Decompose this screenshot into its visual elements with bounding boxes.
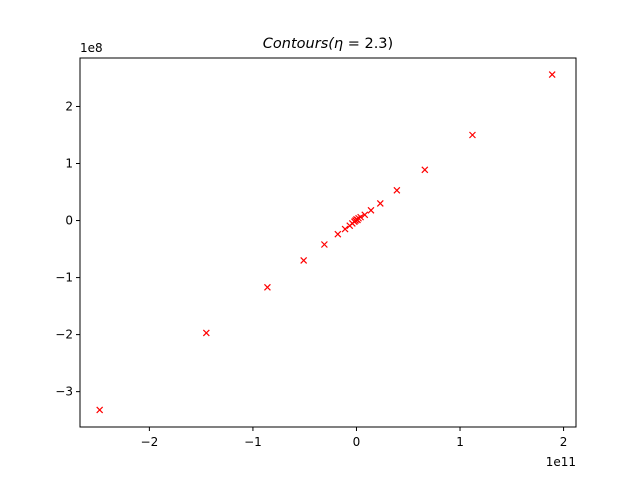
data-point-marker [341, 225, 349, 233]
x-offset-text: 1e11 [546, 455, 576, 469]
x-tick-label: −1 [244, 435, 262, 449]
data-point-marker [393, 186, 401, 194]
data-point-marker [202, 329, 210, 337]
chart-title: Contours(η = 2.3) [263, 36, 393, 52]
data-point-marker [334, 230, 342, 238]
chart-title-rest: = 2.3) [343, 36, 393, 52]
data-point-marker [469, 131, 476, 139]
data-point-marker [367, 206, 375, 214]
x-tick-label: 2 [560, 435, 568, 449]
plot-area-frame [79, 57, 577, 428]
x-tick-label: 0 [353, 435, 361, 449]
data-points [96, 71, 556, 414]
data-point-marker [421, 166, 429, 174]
y-offset-text: 1e8 [80, 41, 103, 55]
y-tick-label: 0 [65, 214, 73, 228]
data-point-marker [361, 211, 369, 219]
y-tick-label: −3 [55, 385, 73, 399]
x-axis-ticks: −2 −1 0 1 2 [141, 427, 568, 449]
x-tick-label: 1 [456, 435, 464, 449]
data-point-marker [357, 213, 365, 221]
chart-title-symbol: η [334, 36, 343, 52]
y-tick-label: −2 [55, 328, 73, 342]
data-point-marker [320, 241, 328, 248]
data-point-marker [376, 200, 384, 207]
chart-title-name: Contours( [263, 36, 335, 52]
y-tick-label: −1 [55, 271, 73, 285]
y-axis-ticks: −3 −2 −1 0 1 2 [55, 99, 80, 399]
data-point-marker [548, 71, 556, 78]
y-tick-label: 2 [65, 99, 73, 113]
x-tick-label: −2 [141, 435, 159, 449]
data-point-marker [300, 257, 308, 264]
data-point-marker [263, 283, 271, 291]
y-tick-label: 1 [65, 157, 73, 171]
data-point-marker [96, 406, 104, 414]
